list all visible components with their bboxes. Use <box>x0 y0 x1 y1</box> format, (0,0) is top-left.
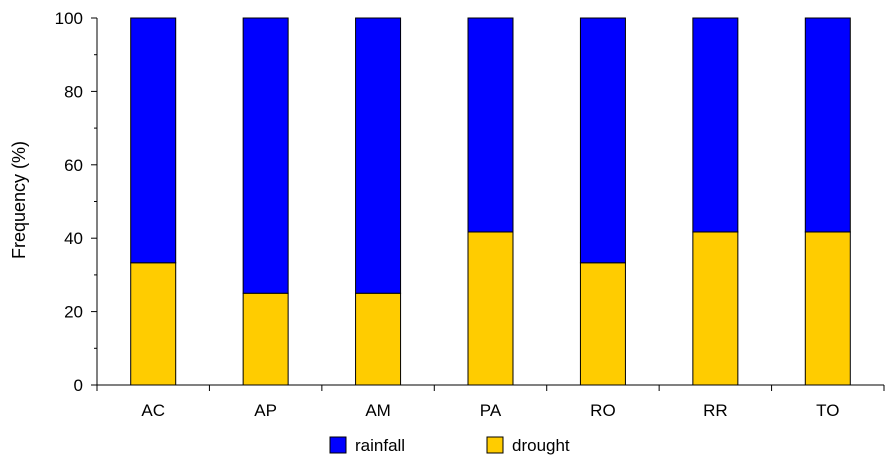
x-tick-label-to: TO <box>816 401 839 420</box>
y-tick-label-100: 100 <box>55 9 83 28</box>
bar-drought-ac <box>130 262 177 386</box>
y-axis-label: Frequency (%) <box>9 141 29 259</box>
bar-rainfall-rr <box>692 17 739 233</box>
x-tick-label-ap: AP <box>254 401 277 420</box>
y-tick-label-20: 20 <box>64 303 83 322</box>
y-tick-label-60: 60 <box>64 156 83 175</box>
bar-drought-pa <box>467 231 514 386</box>
y-tick-label-80: 80 <box>64 82 83 101</box>
bar-rainfall-pa <box>467 17 514 233</box>
x-tick-label-ro: RO <box>590 401 616 420</box>
bar-rainfall-to <box>804 17 851 233</box>
y-tick-label-40: 40 <box>64 229 83 248</box>
legend-label-rainfall: rainfall <box>355 436 405 455</box>
legend-swatch-rainfall <box>329 436 347 454</box>
x-tick-label-pa: PA <box>480 401 502 420</box>
x-tick-label-rr: RR <box>703 401 728 420</box>
x-tick-label-ac: AC <box>141 401 165 420</box>
y-tick-label-0: 0 <box>74 376 83 395</box>
bar-drought-to <box>804 231 851 386</box>
bar-drought-ro <box>579 262 626 386</box>
bar-rainfall-ro <box>579 17 626 264</box>
bar-rainfall-ap <box>242 17 289 294</box>
x-tick-label-am: AM <box>365 401 391 420</box>
bar-rainfall-ac <box>130 17 177 264</box>
legend: rainfall drought <box>329 436 570 455</box>
legend-label-drought: drought <box>512 436 570 455</box>
bar-drought-rr <box>692 231 739 386</box>
legend-swatch-drought <box>486 436 504 454</box>
bars-layer <box>130 17 851 386</box>
bar-drought-ap <box>242 292 289 386</box>
bar-drought-am <box>355 292 402 386</box>
axes-layer: 0 20 40 60 80 100 AC AP AM PA RO RR TO <box>55 9 885 420</box>
bar-rainfall-am <box>355 17 402 294</box>
